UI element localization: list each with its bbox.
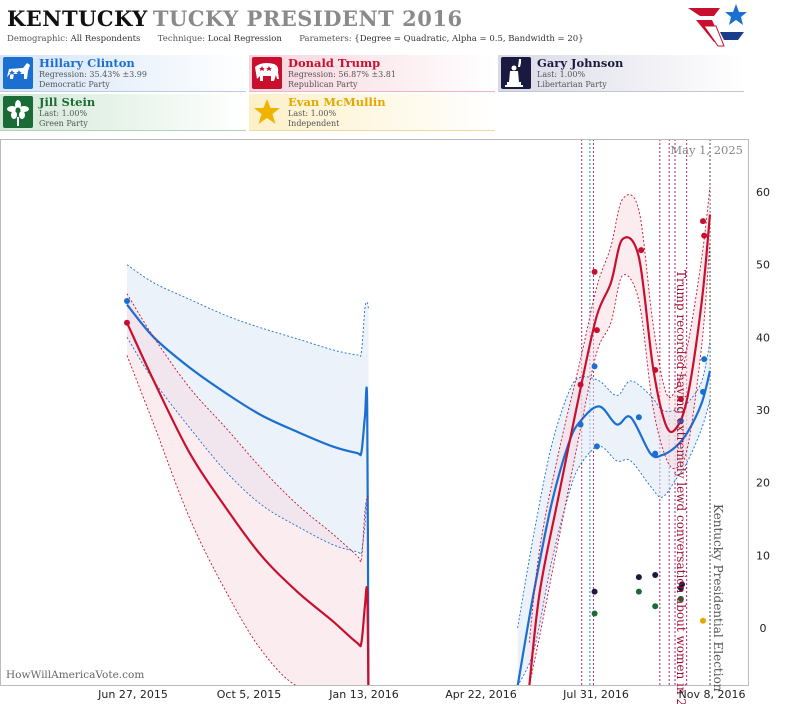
parameters-label: Parameters: [299,34,352,44]
technique-label: Technique: [157,34,206,44]
candidate-party: Democratic Party [39,80,110,89]
y-tick-label: 30 [756,404,770,417]
donald-trump-upper-bound [126,293,369,563]
donald-trump-poll-point[interactable] [591,268,598,275]
donald-trump-poll-point[interactable] [652,367,659,374]
hillary-clinton-poll-point[interactable] [635,414,642,421]
statue-of-liberty-icon [501,57,531,89]
hillary-clinton-poll-point[interactable] [124,298,130,304]
candidate-card-stein[interactable]: Jill Stein Last: 1.00% Green Party [0,94,246,131]
jill-stein-poll-point[interactable] [677,595,684,602]
donald-trump-upper-bound [528,186,711,643]
candidate-card-johnson[interactable]: Gary Johnson Last: 1.00% Libertarian Par… [498,55,744,92]
event-annotation: Trump recorded having extremely lewd con… [674,270,688,704]
hillary-clinton-trend-line[interactable] [516,370,712,686]
donald-trump-confidence-band [529,186,710,685]
candidate-stat: Last: 1.00% [39,109,88,118]
donald-trump-poll-point[interactable] [638,247,645,254]
jill-stein-poll-point[interactable] [635,588,642,595]
x-tick-label: Oct 5, 2015 [217,688,282,701]
candidate-stat: Last: 1.00% [288,109,337,118]
watermark: HowWillAmericaVote.com [6,669,144,681]
x-tick-label: Jan 13, 2016 [328,688,398,701]
candidate-card-trump[interactable]: Donald Trump Regression: 56.87% ±3.81 Re… [249,55,495,92]
demographic-value: All Respondents [70,34,141,44]
donald-trump-poll-point[interactable] [700,218,707,225]
candidate-party: Green Party [39,119,88,128]
donald-trump-poll-point[interactable] [701,232,708,239]
y-tick-label: 20 [756,477,770,490]
candidate-stat: Regression: 35.43% ±3.99 [39,70,147,79]
y-tick-label: 50 [756,259,770,272]
hillary-clinton-trend-line[interactable] [126,303,370,686]
date-label: May 1, 2025 [670,143,743,157]
elephant-icon [252,57,282,89]
demographic-label: Demographic: [7,34,68,44]
hillary-clinton-upper-bound [517,341,711,629]
candidate-name: Donald Trump [288,56,381,70]
candidate-card-clinton[interactable]: Hillary Clinton Regression: 35.43% ±3.99… [0,55,246,92]
candidate-name: Jill Stein [39,95,96,109]
hillary-clinton-poll-point[interactable] [701,356,708,363]
y-tick-label: 10 [756,549,770,562]
hillary-clinton-poll-point[interactable] [577,421,584,428]
event-annotation: Kentucky Presidential Election [711,504,725,692]
candidate-name: Evan McMullin [288,95,386,109]
evan-mcmullin-poll-point[interactable] [700,617,707,624]
donald-trump-poll-point[interactable] [577,381,584,388]
hillary-clinton-poll-point[interactable] [700,388,707,395]
hillary-clinton-poll-point[interactable] [652,450,659,457]
parameters-row: Demographic: All Respondents Technique: … [7,34,584,44]
hillary-clinton-upper-bound [126,264,369,357]
donald-trump-trend-line[interactable] [126,322,370,686]
x-tick-label: Apr 22, 2016 [445,688,517,701]
candidate-stat: Regression: 56.87% ±3.81 [288,70,396,79]
donald-trump-poll-point[interactable] [677,396,684,403]
donald-trump-trend-line[interactable] [528,214,712,687]
y-tick-label: 40 [756,331,770,344]
poll-chart[interactable]: Trump recorded having extremely lewd con… [0,139,789,704]
title-race: TUCKY PRESIDENT 2016 [152,6,463,31]
candidate-name: Gary Johnson [537,56,624,70]
candidate-card-mcmullin[interactable]: Evan McMullin Last: 1.00% Independent [249,94,495,131]
hillary-clinton-poll-point[interactable] [677,417,684,424]
gary-johnson-poll-point[interactable] [635,574,642,581]
jill-stein-poll-point[interactable] [652,603,659,610]
flower-icon [3,96,33,128]
hillary-clinton-poll-point[interactable] [591,363,598,370]
donald-trump-confidence-band [127,293,369,685]
donald-trump-poll-point[interactable] [124,319,130,326]
y-tick-label: 0 [760,622,767,635]
gary-johnson-poll-point[interactable] [591,588,598,595]
hillary-clinton-lower-bound [517,399,711,685]
candidate-name: Hillary Clinton [39,56,135,70]
gary-johnson-poll-point[interactable] [652,571,659,578]
jill-stein-poll-point[interactable] [591,610,598,617]
candidate-party: Independent [288,119,340,128]
chart-title: KENTUCKY TUCKY PRESIDENT 2016 [7,6,463,31]
x-tick-label: Jun 27, 2015 [97,688,168,701]
donald-trump-poll-point[interactable] [593,327,600,334]
x-tick-label: Jul 31, 2016 [562,688,629,701]
candidate-party: Libertarian Party [537,80,607,89]
site-logo-icon[interactable] [686,2,750,50]
y-tick-label: 60 [756,186,770,199]
donkey-icon [3,57,33,89]
hillary-clinton-poll-point[interactable] [593,443,600,450]
title-state: KENTUCKY [7,6,148,31]
parameters-value: {Degree = Quadratic, Alpha = 0.5, Bandwi… [354,34,584,44]
gary-johnson-poll-point[interactable] [679,581,686,588]
x-tick-label: Nov 8, 2016 [679,688,746,701]
candidate-stat: Last: 1.00% [537,70,586,79]
star-icon [254,99,280,124]
candidate-party: Republican Party [288,80,358,89]
technique-value: Local Regression [207,34,282,44]
